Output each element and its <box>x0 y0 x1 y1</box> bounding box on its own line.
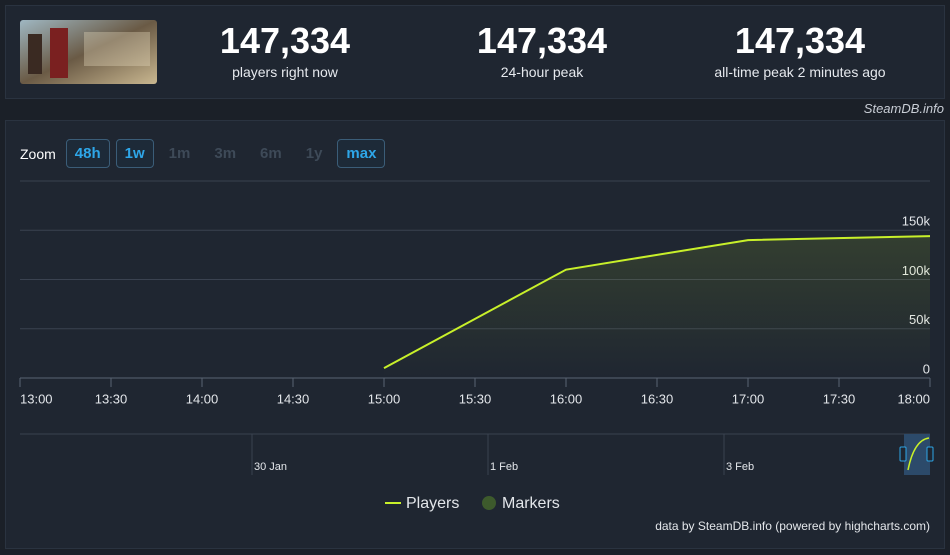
navigator-handle[interactable] <box>899 446 907 462</box>
stat-value: 147,334 <box>734 20 866 61</box>
stat-label: 24-hour peak <box>500 64 584 80</box>
stat-label: players right now <box>232 64 338 80</box>
navigator-handle[interactable] <box>926 446 934 462</box>
x-tick-label: 13:30 <box>95 391 128 406</box>
x-tick-label: 15:00 <box>368 391 401 406</box>
zoom-button: 1m <box>168 145 191 162</box>
stat-value: 147,334 <box>219 20 351 61</box>
navigator-label: 1 Feb <box>490 461 518 473</box>
navigator-label: 30 Jan <box>254 461 287 473</box>
legend-symbol <box>482 496 496 510</box>
zoom-button: 3m <box>214 145 237 162</box>
legend-label[interactable]: Players <box>406 495 459 512</box>
x-tick-label: 15:30 <box>459 391 492 406</box>
stat: 147,334 players right now <box>165 20 405 80</box>
x-tick-label: 14:00 <box>186 391 219 406</box>
credit: data by SteamDB.info (powered by highcha… <box>655 519 930 533</box>
zoom-button[interactable]: max <box>337 139 386 168</box>
x-tick-label: 16:00 <box>550 391 583 406</box>
x-tick-label: 18:00 <box>897 391 930 406</box>
series-line <box>383 235 931 370</box>
zoom-label: Zoom <box>20 145 56 162</box>
navigator-line[interactable] <box>907 437 930 471</box>
x-tick-label: 17:30 <box>823 391 856 406</box>
game-capsule <box>20 20 157 84</box>
zoom-button[interactable]: 1w <box>115 139 154 168</box>
stat: 147,334 24-hour peak <box>422 20 662 80</box>
stat-value: 147,334 <box>476 20 608 61</box>
zoom-button: 1y <box>305 145 323 162</box>
stat: 147,334 all-time peak 2 minutes ago <box>680 20 920 80</box>
x-tick-label: 13:00 <box>20 391 53 406</box>
zoom-bar: Zoom 48h 1w 1m 3m 6m 1y max <box>20 139 386 168</box>
zoom-button[interactable]: 48h <box>65 139 110 168</box>
y-tick-label: 150k <box>902 214 931 229</box>
source-label: SteamDB.info <box>863 101 944 116</box>
series-area <box>384 236 930 378</box>
zoom-button: 6m <box>260 145 282 162</box>
x-tick-label: 17:00 <box>732 391 765 406</box>
x-tick-label: 14:30 <box>277 391 310 406</box>
navigator-label: 3 Feb <box>726 461 754 473</box>
x-tick-label: 16:30 <box>641 391 674 406</box>
legend-label[interactable]: Markers <box>502 495 560 512</box>
stats-panel <box>5 5 945 99</box>
stat-label: all-time peak 2 minutes ago <box>714 64 886 80</box>
